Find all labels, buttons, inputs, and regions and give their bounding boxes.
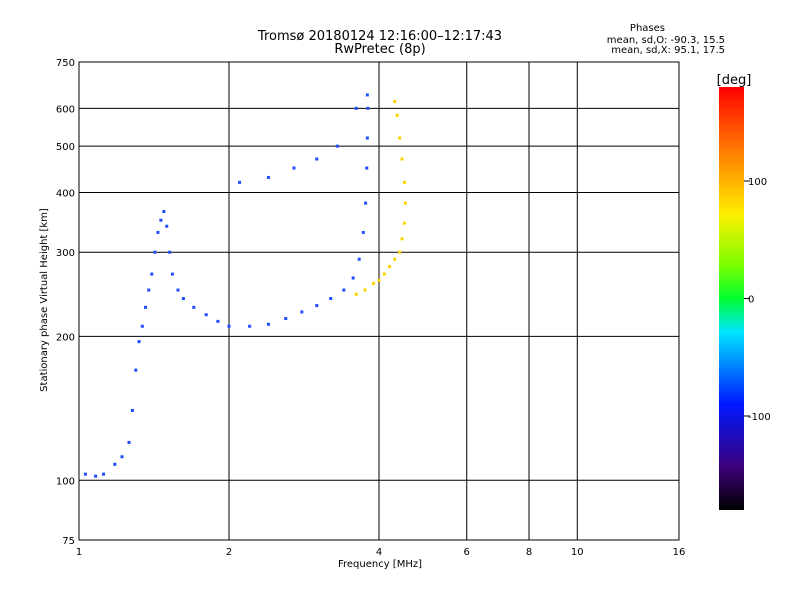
data-point-o [329, 297, 333, 301]
plot-frame [78, 61, 680, 541]
data-point-o [94, 474, 98, 478]
data-point-x [393, 257, 397, 261]
data-point-x [372, 282, 376, 286]
data-point-o [354, 106, 358, 110]
y-tick-label: 600 [56, 104, 75, 115]
y-tick-label: 400 [56, 188, 75, 199]
data-point-o [284, 316, 288, 320]
data-point-o [176, 288, 180, 292]
data-point-o [156, 230, 160, 234]
x-tick-label: 16 [673, 547, 686, 558]
x-tick-label: 2 [226, 547, 232, 558]
legend-x-stats: mean, sd,X: 95.1, 17.5 [611, 45, 725, 56]
data-point-o [150, 272, 154, 276]
x-axis: 1 2 4 6 8 10 16 [76, 547, 686, 558]
y-axis: 750 600 500 400 300 200 100 75 [56, 58, 75, 547]
data-point-o [165, 224, 169, 228]
data-point-o [102, 472, 106, 476]
data-point-o [266, 322, 270, 326]
colorbar [719, 87, 744, 510]
data-point-x [377, 278, 381, 282]
data-point-o [365, 93, 369, 97]
data-point-x [363, 288, 367, 292]
data-point-o [192, 305, 196, 309]
x-tick-label: 8 [526, 547, 532, 558]
data-point-o [227, 324, 231, 328]
y-axis-label: Stationary phase Virtual Height [km] [39, 208, 50, 392]
y-tick-label: 100 [56, 476, 75, 487]
data-point-o [342, 288, 346, 292]
data-point-o [266, 175, 270, 179]
colorbar-tick-label: -100 [748, 412, 771, 423]
data-point-o [365, 136, 369, 140]
data-point-o [248, 324, 252, 328]
legend-heading: Phases [630, 23, 665, 34]
data-point-o [137, 340, 141, 344]
data-point-o [204, 313, 208, 317]
data-point-x [388, 265, 392, 269]
data-point-o [162, 210, 166, 214]
data-point-o [120, 455, 124, 459]
colorbar-tick-label: 0 [748, 295, 754, 306]
data-point-o [130, 408, 134, 412]
data-point-o [147, 288, 151, 292]
x-tick-label: 1 [76, 547, 82, 558]
data-point-x [398, 250, 402, 254]
data-point-o [366, 106, 370, 110]
data-point-o [315, 157, 319, 161]
y-tick-label: 500 [56, 142, 75, 153]
chart-subtitle: RwPretec (8p) [334, 42, 425, 57]
data-point-o [168, 250, 172, 254]
colorbar-ticks: 100 0 -100 [744, 177, 771, 423]
data-point-o [300, 310, 304, 314]
x-axis-label: Frequency [MHz] [338, 559, 422, 570]
x-tick-label: 6 [464, 547, 470, 558]
data-point-o [292, 166, 296, 170]
y-tick-label: 300 [56, 248, 75, 259]
plot-grid [79, 62, 679, 540]
x-tick-label: 4 [376, 547, 382, 558]
scatter-points [83, 93, 407, 478]
data-point-o [365, 166, 369, 170]
data-point-x [395, 113, 399, 117]
colorbar-label: [deg] [717, 73, 752, 88]
chart-title: Tromsø 20180124 12:16:00–12:17:43 [257, 29, 502, 44]
data-point-o [216, 319, 220, 323]
data-point-o [170, 272, 174, 276]
data-point-x [400, 237, 404, 241]
data-point-o [335, 144, 339, 148]
data-point-o [113, 462, 117, 466]
data-point-x [402, 180, 406, 184]
data-point-o [134, 368, 138, 372]
data-point-o [351, 276, 355, 280]
data-point-x [398, 136, 402, 140]
data-point-o [153, 250, 157, 254]
data-point-o [140, 324, 144, 328]
data-point-x [382, 272, 386, 276]
data-point-x [354, 292, 358, 296]
data-point-o [181, 297, 185, 301]
y-tick-label: 200 [56, 332, 75, 343]
data-point-o [357, 257, 361, 261]
data-point-o [144, 305, 148, 309]
data-point-x [402, 221, 406, 225]
x-tick-label: 10 [571, 547, 584, 558]
data-point-o [83, 472, 87, 476]
colorbar-tick-label: 100 [748, 177, 767, 188]
data-point-o [238, 180, 242, 184]
data-point-x [393, 100, 397, 104]
y-tick-label: 750 [56, 58, 75, 69]
y-tick-label: 75 [62, 536, 75, 547]
data-point-o [127, 440, 131, 444]
legend-o-stats: mean, sd,O: -90.3, 15.5 [607, 35, 725, 46]
data-point-o [361, 230, 365, 234]
data-point-o [364, 201, 368, 205]
data-point-x [403, 201, 407, 205]
data-point-o [315, 304, 319, 308]
data-point-x [400, 157, 404, 161]
data-point-o [159, 218, 163, 222]
